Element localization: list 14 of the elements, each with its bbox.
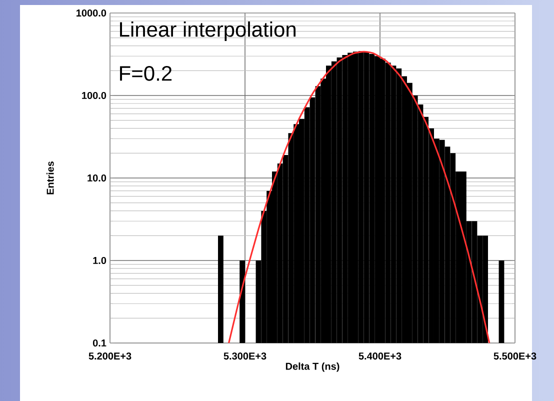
y-axis-title: Entries — [46, 161, 54, 194]
x-axis-title: Delta T (ns) — [286, 362, 340, 372]
annotation: Linear interpolation — [120, 21, 296, 42]
annotation: F=0.2 — [120, 66, 172, 81]
x-tick-label: 5.500E+3 — [494, 352, 536, 360]
y-tick-label: 1000.0 — [76, 9, 106, 17]
x-tick-label: 5.200E+3 — [88, 352, 132, 360]
x-tick-label: 5.300E+3 — [224, 352, 266, 360]
y-tick-label: 100.0 — [82, 92, 106, 100]
line-series — [228, 50, 490, 343]
x-tick-label: 5.400E+3 — [358, 352, 402, 360]
y-tick-label: 0.1 — [92, 339, 106, 347]
y-tick-label: 1.0 — [93, 256, 106, 264]
y-tick-label: 10.0 — [88, 174, 106, 182]
